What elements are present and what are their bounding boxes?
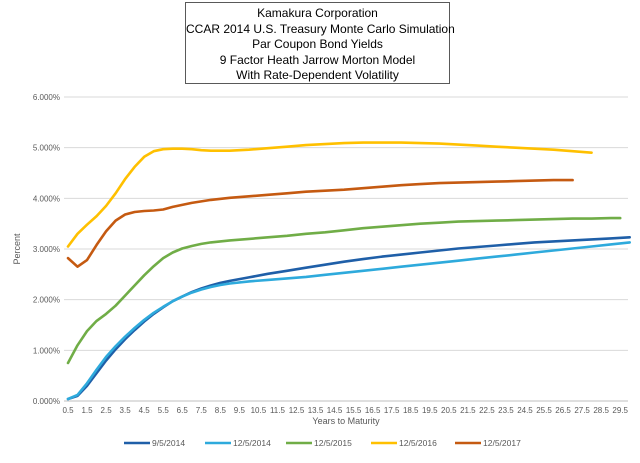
y-tick-label: 4.000% [33, 194, 60, 203]
x-tick-label: 7.5 [196, 406, 208, 415]
legend: 9/5/2014 12/5/2014 12/5/2015 12/5/2016 12/5/… [124, 438, 521, 448]
x-tick-label: 17.5 [384, 406, 400, 415]
x-tick-label: 12.5 [289, 406, 305, 415]
x-tick-label: 5.5 [158, 406, 170, 415]
chart-title-line-5: With Rate-Dependent Volatility [236, 68, 399, 82]
x-axis-tick-labels: 0.5 1.5 2.5 3.5 4.5 5.5 6.5 7.5 8.5 9.5 10.5 11.5 12… [62, 406, 628, 415]
x-tick-label: 18.5 [403, 406, 419, 415]
series-line [66, 141, 593, 248]
x-axis-title: Years to Maturity [312, 416, 380, 426]
x-tick-label: 19.5 [422, 406, 438, 415]
x-tick-label: 9.5 [234, 406, 246, 415]
chart-title-line-1: Kamakura Corporation [257, 6, 378, 20]
x-tick-label: 26.5 [555, 406, 571, 415]
x-tick-label: 22.5 [479, 406, 495, 415]
gridlines [64, 96, 628, 402]
x-tick-label: 10.5 [251, 406, 267, 415]
x-tick-label: 6.5 [177, 406, 189, 415]
x-tick-label: 25.5 [536, 406, 552, 415]
chart-title-box: Kamakura Corporation CCAR 2014 U.S. Trea… [185, 2, 455, 84]
series-lines [66, 141, 631, 401]
legend-label: 12/5/2017 [483, 438, 521, 448]
y-tick-label: 0.000% [33, 397, 60, 406]
x-tick-label: 15.5 [346, 406, 362, 415]
y-tick-label: 3.000% [33, 245, 60, 254]
x-tick-label: 2.5 [101, 406, 113, 415]
x-tick-label: 23.5 [498, 406, 514, 415]
x-tick-label: 24.5 [517, 406, 533, 415]
x-tick-label: 21.5 [460, 406, 476, 415]
chart-title-line-2: CCAR 2014 U.S. Treasury Monte Carlo Simu… [186, 21, 455, 36]
x-tick-label: 29.5 [612, 406, 628, 415]
series-line [66, 236, 631, 401]
x-tick-label: 0.5 [62, 406, 74, 415]
y-tick-label: 1.000% [33, 346, 60, 355]
x-tick-label: 14.5 [327, 406, 343, 415]
y-tick-label: 6.000% [33, 93, 60, 102]
x-tick-label: 28.5 [593, 406, 609, 415]
x-tick-label: 27.5 [574, 406, 590, 415]
series-line [66, 216, 622, 365]
legend-label: 12/5/2014 [233, 438, 271, 448]
y-tick-label: 2.000% [33, 296, 60, 305]
x-tick-label: 13.5 [308, 406, 324, 415]
series-line [66, 178, 574, 268]
x-tick-label: 16.5 [365, 406, 381, 415]
x-tick-label: 4.5 [139, 406, 151, 415]
x-tick-label: 11.5 [270, 406, 286, 415]
series-line [66, 241, 631, 401]
legend-label: 9/5/2014 [152, 438, 185, 448]
x-tick-label: 3.5 [120, 406, 132, 415]
y-axis-title: Percent [12, 233, 22, 265]
legend-label: 12/5/2016 [399, 438, 437, 448]
chart-title-line-3: Par Coupon Bond Yields [252, 37, 383, 51]
x-tick-label: 20.5 [441, 406, 457, 415]
chart-title-line-4: 9 Factor Heath Jarrow Morton Model [219, 52, 416, 67]
x-tick-label: 8.5 [215, 406, 227, 415]
y-axis-tick-labels: 0.000% 1.000% 2.000% 3.000% 4.000% 5.000% 6.00… [33, 93, 60, 406]
y-tick-label: 5.000% [33, 144, 60, 153]
x-tick-label: 1.5 [81, 406, 93, 415]
legend-label: 12/5/2015 [314, 438, 352, 448]
